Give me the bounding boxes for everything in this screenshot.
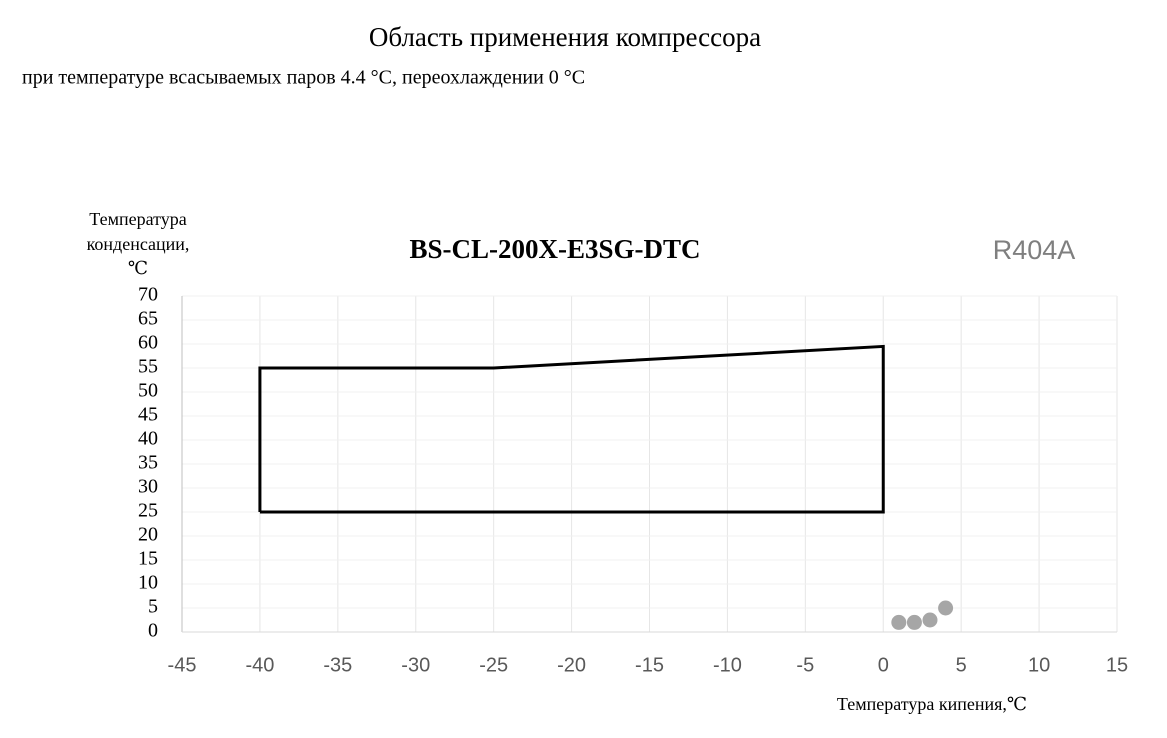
x-tick-label: 15: [1106, 654, 1128, 676]
x-tick-label: -10: [713, 654, 742, 676]
x-tick-label: 0: [878, 654, 889, 676]
y-tick-label: 0: [148, 620, 158, 642]
x-tick-label: -5: [796, 654, 814, 676]
y-tick-label: 55: [138, 356, 158, 378]
x-tick-label: 5: [956, 654, 967, 676]
scatter-point: [891, 614, 907, 630]
x-tick-label: -35: [323, 654, 352, 676]
y-tick-label: 65: [138, 308, 158, 330]
x-tick-label: -25: [479, 654, 508, 676]
scatter-point: [906, 614, 922, 630]
x-axis-label: Температура кипения,℃: [837, 694, 1027, 714]
chart-title: Область применения компрессора: [369, 22, 761, 52]
y-axis-label: ℃: [128, 258, 148, 278]
y-tick-label: 30: [138, 476, 158, 498]
x-tick-label: -20: [557, 654, 586, 676]
y-tick-label: 25: [138, 500, 158, 522]
y-tick-label: 15: [138, 548, 158, 570]
x-tick-label: -40: [245, 654, 274, 676]
scatter-point: [922, 612, 938, 628]
y-tick-label: 10: [138, 572, 158, 594]
annotation: R404A: [993, 235, 1076, 265]
y-tick-label: 5: [148, 596, 158, 618]
y-tick-label: 60: [138, 332, 158, 354]
plot-title: BS-CL-200X-E3SG-DTC: [409, 234, 700, 264]
x-tick-label: -30: [401, 654, 430, 676]
y-tick-label: 35: [138, 452, 158, 474]
scatter-point: [938, 600, 954, 616]
y-tick-label: 20: [138, 524, 158, 546]
x-tick-label: -15: [635, 654, 664, 676]
x-tick-label: 10: [1028, 654, 1050, 676]
x-tick-label: -45: [168, 654, 197, 676]
chart-subtitle: при температуре всасываемых паров 4.4 °C…: [22, 67, 585, 89]
envelope-line: [258, 344, 885, 514]
y-tick-label: 40: [138, 428, 158, 450]
y-tick-label: 50: [138, 380, 158, 402]
y-axis-label: Температура: [89, 209, 186, 229]
y-tick-label: 70: [138, 284, 158, 306]
y-tick-label: 45: [138, 404, 158, 426]
y-axis-label: конденсации,: [87, 234, 190, 254]
